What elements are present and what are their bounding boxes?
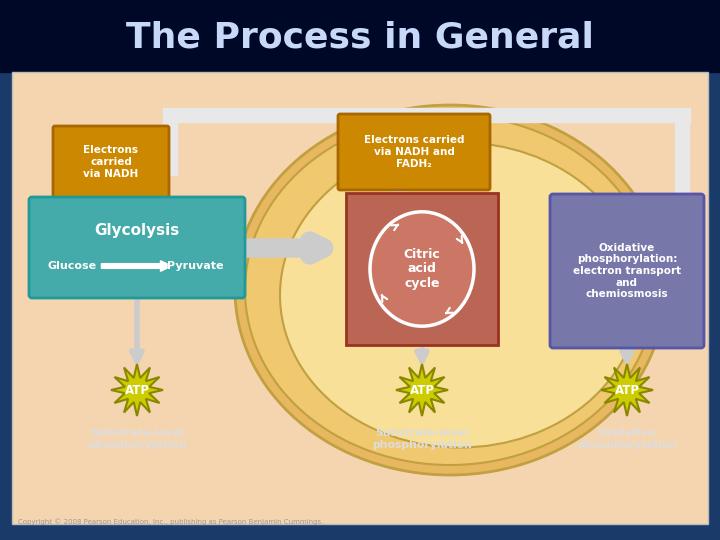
Text: ATP: ATP	[125, 383, 150, 396]
FancyBboxPatch shape	[346, 193, 498, 345]
Text: Oxidative
phosphorylation: Oxidative phosphorylation	[577, 428, 677, 450]
Text: Oxidative
phosphorylation:
electron transport
and
chemiosmosis: Oxidative phosphorylation: electron tran…	[573, 243, 681, 299]
FancyBboxPatch shape	[550, 194, 704, 348]
Text: Pyruvate: Pyruvate	[168, 261, 224, 271]
Text: Electrons
carried
via NADH: Electrons carried via NADH	[84, 145, 139, 179]
Text: Substrate-level
phosphorylation: Substrate-level phosphorylation	[87, 428, 187, 450]
Text: ATP: ATP	[410, 383, 434, 396]
Polygon shape	[601, 364, 653, 416]
Text: Glucose: Glucose	[47, 261, 96, 271]
Ellipse shape	[370, 212, 474, 326]
Text: Substrate-level
phosphorylation: Substrate-level phosphorylation	[372, 428, 472, 450]
Text: The Process in General: The Process in General	[126, 21, 594, 55]
Polygon shape	[111, 364, 163, 416]
Ellipse shape	[245, 115, 655, 465]
Text: Citric
acid
cycle: Citric acid cycle	[404, 247, 441, 291]
Text: Glycolysis: Glycolysis	[94, 222, 179, 238]
Text: Electrons carried
via NADH and
FADH₂: Electrons carried via NADH and FADH₂	[364, 136, 464, 168]
FancyBboxPatch shape	[12, 72, 708, 524]
Ellipse shape	[280, 143, 640, 448]
Ellipse shape	[235, 105, 665, 475]
Polygon shape	[396, 364, 448, 416]
Text: ATP: ATP	[614, 383, 639, 396]
FancyBboxPatch shape	[29, 197, 245, 298]
FancyBboxPatch shape	[338, 114, 490, 190]
Text: Copyright © 2008 Pearson Education, Inc., publishing as Pearson Benjamin Cumming: Copyright © 2008 Pearson Education, Inc.…	[18, 518, 323, 525]
FancyBboxPatch shape	[53, 126, 169, 198]
